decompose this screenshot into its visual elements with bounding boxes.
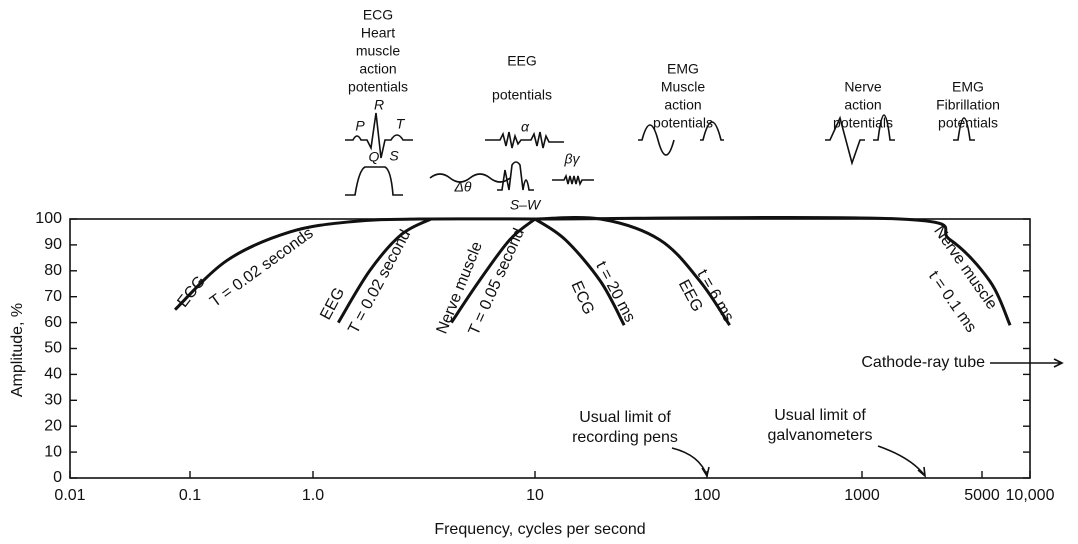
signal-fibrillation: EMG Fibrillation potentials [936, 79, 1000, 141]
wave-label: βγ [564, 151, 581, 167]
annotation-text: Usual limit of [579, 409, 671, 426]
response-curve [534, 215, 1012, 326]
signal-text: potentials [833, 115, 893, 131]
wave-label: S–W [510, 197, 542, 213]
annotation: Usual limit of galvanometers [768, 407, 927, 478]
signal-emg: EMG Muscle action potentials [638, 61, 724, 156]
wave-label: S [389, 148, 399, 164]
x-tick-label: 0.1 [179, 487, 201, 504]
wave-label: T [396, 116, 406, 132]
y-tick-label: 30 [44, 392, 62, 409]
y-tick-label: 90 [44, 236, 62, 253]
arrow [671, 447, 710, 479]
x-tick-label: 10 [526, 487, 544, 504]
waveform [345, 112, 413, 159]
annotation-text: recording pens [572, 429, 678, 446]
y-tick-label: 50 [44, 340, 62, 357]
signal-ecg: ECG Heart muscle action potentials P R T… [345, 7, 413, 196]
signal-text: action [664, 97, 701, 113]
annotation-text: Cathode-ray tube [861, 354, 985, 371]
signal-text: EMG [667, 61, 699, 77]
signal-text: potentials [653, 115, 713, 131]
y-tick-label: 10 [44, 443, 62, 460]
signal-text: Nerve [844, 79, 882, 95]
signal-text: ECG [363, 7, 393, 23]
x-tick-label: 1.0 [302, 487, 324, 504]
y-tick-label: 40 [44, 366, 62, 383]
waveform [485, 131, 564, 149]
signal-text: EMG [952, 79, 984, 95]
signal-text: potentials [492, 87, 552, 103]
x-tick-label: 0.01 [54, 487, 85, 504]
wave-label: α [521, 119, 530, 135]
waveform [345, 166, 403, 196]
signal-text: Muscle [661, 79, 706, 95]
signal-text: Fibrillation [936, 97, 1000, 113]
signal-text: potentials [938, 115, 998, 131]
waveform [825, 115, 865, 166]
y-tick-label: 0 [53, 469, 62, 486]
y-axis-label: Amplitude, % [9, 303, 26, 397]
x-tick-label: 1000 [844, 487, 880, 504]
waveform [953, 117, 975, 141]
y-tick-label: 80 [44, 262, 62, 279]
x-axis-label: Frequency, cycles per second [434, 521, 645, 538]
response-curve [534, 217, 626, 326]
y-tick-label: 70 [44, 288, 62, 305]
curve-label: T = 0.02 second [345, 227, 414, 336]
curve-label: ECG [567, 279, 597, 318]
annotation: Usual limit of recording pens [572, 409, 710, 479]
curve-label: t = 20 ms [592, 259, 638, 325]
signal-text: action [359, 61, 396, 77]
annotation-text: galvanometers [768, 427, 873, 444]
waveform [552, 173, 594, 187]
curve-label: EEG [317, 285, 348, 323]
y-tick-label: 100 [35, 210, 62, 227]
annotation-text: Usual limit of [774, 407, 866, 424]
arrow [990, 358, 1064, 368]
waveform [429, 173, 511, 183]
response-curve [173, 217, 536, 311]
signal-text: potentials [348, 79, 408, 95]
curve-label: T = 0.02 seconds [207, 225, 316, 311]
wave-label: Q [369, 149, 380, 165]
signal-text: Heart [361, 25, 395, 41]
x-tick-label: 100 [694, 487, 721, 504]
y-tick-label: 60 [44, 314, 62, 331]
signal-eeg: EEG potentials α Δθ S–W βγ [429, 53, 594, 213]
annotation: Cathode-ray tube [861, 354, 1064, 371]
wave-label: R [374, 97, 384, 113]
response-curve [337, 217, 432, 324]
waveform [700, 121, 724, 141]
signal-text: action [844, 97, 881, 113]
signal-text: EEG [507, 53, 537, 69]
x-tick-label: 5000 [964, 487, 1000, 504]
waveform [497, 161, 534, 191]
wave-label: Δθ [454, 179, 472, 195]
plot-frame [69, 218, 1031, 479]
signal-nerve: Nerve action potentials [825, 79, 895, 166]
x-tick-label: 10,000 [1006, 487, 1055, 504]
y-tick-label: 20 [44, 417, 62, 434]
arrow [877, 445, 927, 478]
waveform [873, 114, 895, 141]
response-curve [450, 217, 536, 324]
wave-label: P [355, 118, 365, 134]
waveform [638, 124, 675, 156]
signal-text: muscle [356, 43, 401, 59]
